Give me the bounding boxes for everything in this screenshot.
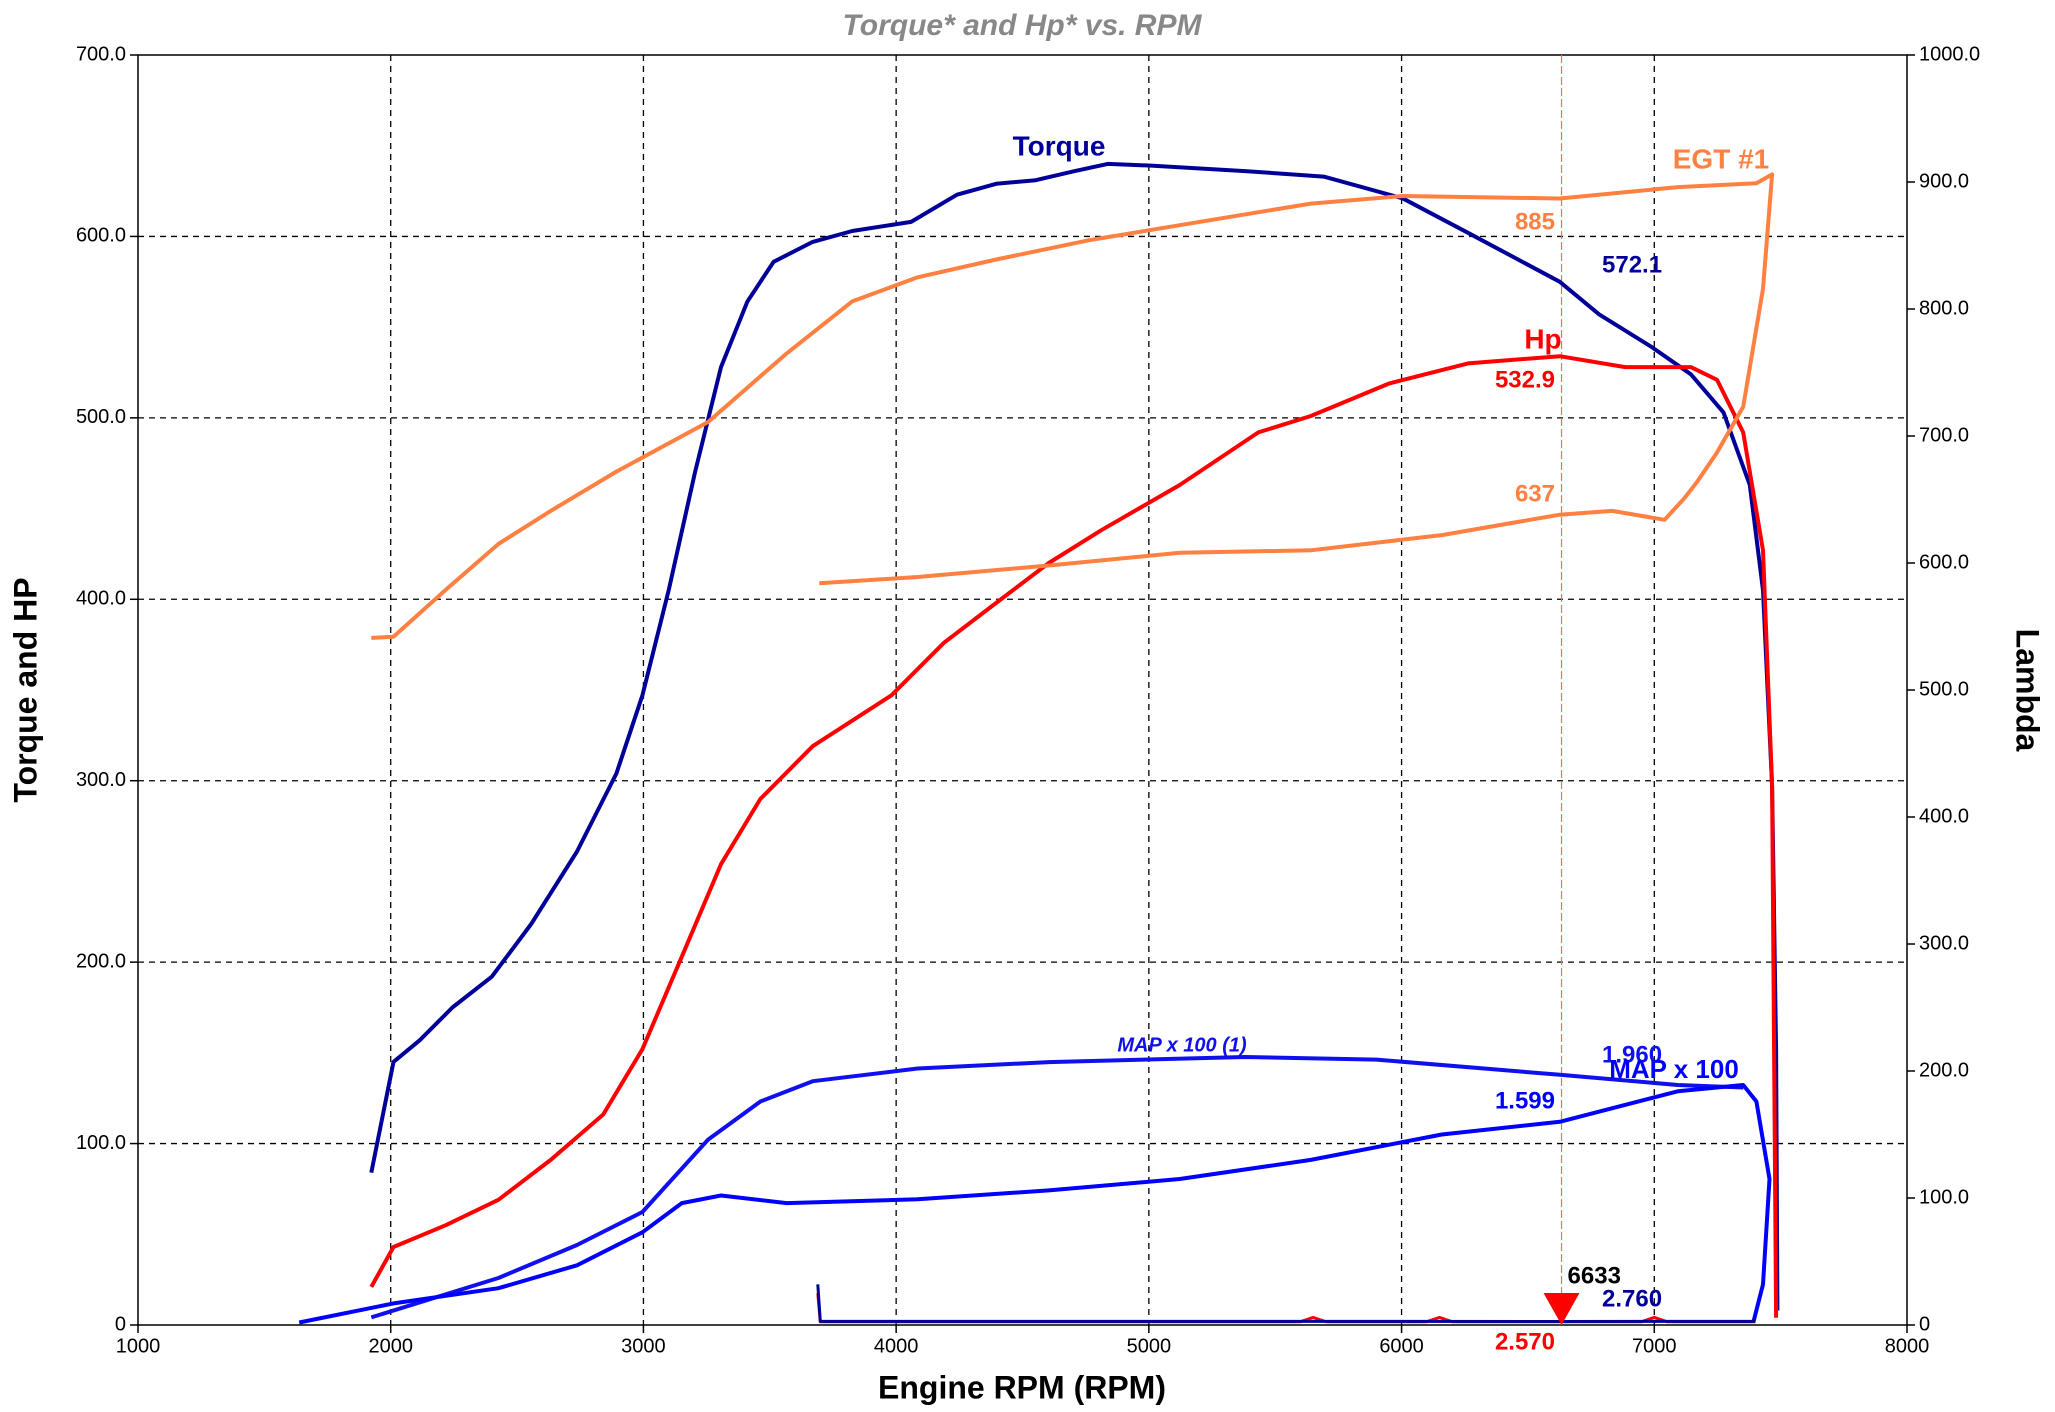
x-tick-label: 1000 [116, 1335, 161, 1357]
series-line [370, 1055, 1744, 1320]
cursor-value-label: 637 [1515, 480, 1555, 507]
y-tick-label: 100.0 [76, 1132, 126, 1154]
cursor-value-label: 572.1 [1602, 251, 1662, 278]
x-tick-label: 6000 [1379, 1335, 1424, 1357]
cursor-rpm-label: 6633 [1568, 1262, 1621, 1289]
cursor-value-label: 1.960 [1602, 1041, 1662, 1068]
x-axis-title: Engine RPM (RPM) [878, 1369, 1166, 1405]
y-tick-label: 600.0 [76, 225, 126, 247]
y2-tick-label: 300.0 [1919, 932, 1969, 954]
series-line [369, 161, 1780, 1311]
series-line [298, 1083, 1772, 1325]
y2-tick-label: 400.0 [1919, 805, 1969, 827]
y-tick-label: 700.0 [76, 43, 126, 65]
y2-tick-label: 600.0 [1919, 551, 1969, 573]
cursor-marker [1543, 1293, 1580, 1325]
y-tick-label: 0 [115, 1313, 126, 1335]
series-label: MAP x 100 (1) [1117, 1034, 1247, 1056]
x-tick-label: 2000 [368, 1335, 413, 1357]
y-tick-label: 400.0 [76, 588, 126, 610]
y2-tick-label: 1000.0 [1919, 43, 1980, 65]
y-tick-label: 300.0 [76, 769, 126, 791]
x-tick-label: 4000 [874, 1335, 919, 1357]
y2-tick-label: 800.0 [1919, 297, 1969, 319]
cursor-value-label: 885 [1515, 208, 1555, 235]
plot-frame [137, 54, 1908, 1326]
x-tick-label: 7000 [1632, 1335, 1677, 1357]
series-line [369, 354, 1779, 1318]
y2-tick-label: 700.0 [1919, 424, 1969, 446]
y2-tick-label: 900.0 [1919, 170, 1969, 192]
series-label: Hp [1524, 323, 1561, 354]
y2-tick-label: 200.0 [1919, 1059, 1969, 1081]
x-tick-label: 3000 [621, 1335, 666, 1357]
x-tick-label: 5000 [1127, 1335, 1172, 1357]
cursor-value-label: 2.570 [1495, 1328, 1555, 1355]
series-line [371, 172, 1775, 640]
series-line [816, 1284, 1756, 1323]
series-label: EGT #1 [1673, 143, 1769, 174]
y2-axis-title: Lambda [2010, 629, 2046, 752]
y2-tick-label: 0 [1919, 1313, 1930, 1335]
y2-tick-label: 500.0 [1919, 678, 1969, 700]
y2-tick-label: 100.0 [1919, 1186, 1969, 1208]
x-tick-label: 8000 [1885, 1335, 1930, 1357]
cursor-value-label: 2.760 [1602, 1285, 1662, 1312]
series-label: MAP x 100 [1609, 1054, 1739, 1084]
y-tick-label: 500.0 [76, 406, 126, 428]
cursor-value-label: 532.9 [1495, 366, 1555, 393]
y-tick-label: 200.0 [76, 950, 126, 972]
chart-title: Torque* and Hp* vs. RPM [843, 9, 1203, 42]
cursor-value-label: 1.599 [1495, 1087, 1555, 1114]
series-label: Torque [1013, 130, 1106, 161]
y-axis-title: Torque and HP [7, 577, 43, 802]
